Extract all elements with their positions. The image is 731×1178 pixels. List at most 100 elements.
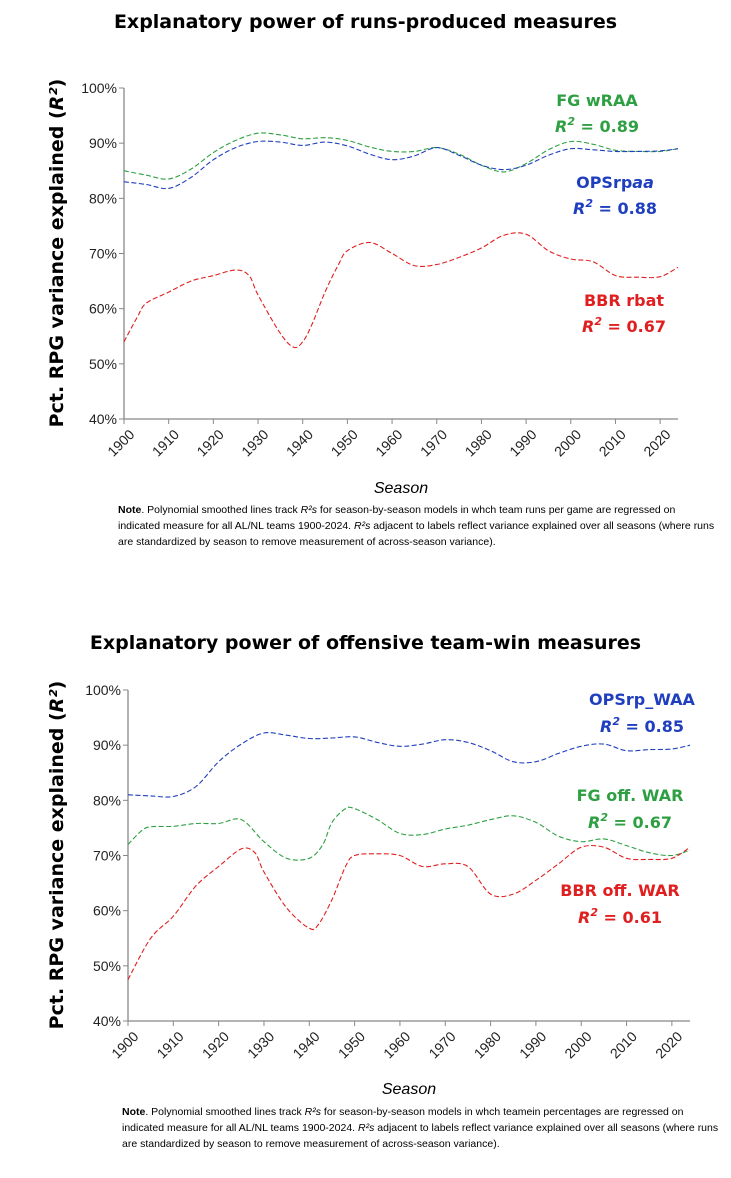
chart-panel-2: Explanatory power of offensive team-win … [0, 590, 731, 1178]
y-tick-label: 60% [93, 903, 121, 919]
series-label-name: BBR off. WAR [560, 881, 680, 900]
y-tick-label: 40% [93, 1013, 121, 1029]
x-tick-label: 1900 [108, 1028, 141, 1061]
series-label-r2: R2 = 0.67 [582, 315, 666, 336]
note-part-1a: . Polynomial smoothed lines track [141, 504, 301, 516]
x-tick-label: 2020 [640, 426, 673, 459]
r2-symbol: R [578, 908, 590, 927]
x-tick-label: 1930 [238, 426, 271, 459]
r2-symbol: R [600, 717, 612, 736]
y-tick-label: 80% [89, 190, 117, 206]
x-tick-label: 1910 [149, 426, 182, 459]
chart-title-1: Explanatory power of runs-produced measu… [113, 11, 618, 33]
series-label-r2: R2 = 0.88 [573, 197, 657, 218]
note-part-2a: . Polynomial smoothed lines track [145, 1106, 305, 1118]
x-tick-label: 2000 [551, 426, 584, 459]
chart-note-2: Note. Polynomial smoothed lines track R²… [122, 1104, 722, 1152]
note-part-2b: for season-by-season models in whch team… [122, 1106, 684, 1134]
note-lead-2: Note [122, 1106, 146, 1118]
x-tick-label: 1960 [372, 426, 405, 459]
y-axis-title-text: Pct. RPG variance explained ( [46, 712, 68, 1029]
x-axis-title: Season [382, 1081, 436, 1098]
r2-value: = 0.88 [593, 199, 657, 218]
r2-value: = 0.67 [602, 317, 666, 336]
y-tick-label: 90% [93, 737, 121, 753]
series-label-r2: R2 = 0.85 [600, 715, 684, 736]
r2-symbol: R [573, 199, 585, 218]
r2-value: = 0.85 [620, 717, 684, 736]
x-tick-label: 1970 [417, 426, 450, 459]
chart-2-svg: 40% 50% 60% 70% 80% 90% 100% 1900 1910 1920 1930 19… [46, 681, 696, 1098]
x-tick-label: 2010 [607, 1028, 640, 1061]
note-r2s-2a: R²s [304, 1106, 322, 1118]
y-axis-title-text: Pct. RPG variance explained ( [46, 110, 68, 427]
note-part-1c: adjacent to labels reflect variance expl… [118, 520, 715, 548]
chart-panel-1: Explanatory power of runs-produced measu… [46, 11, 718, 550]
x-tick-label: 1910 [153, 1028, 186, 1061]
series-label-r2: R2 = 0.67 [588, 811, 672, 832]
series-line-bbr-rbat [123, 232, 679, 349]
series-line-opsrpaa [123, 140, 679, 190]
r2-value: = 0.67 [608, 813, 672, 832]
x-tick-label: 1980 [471, 1028, 504, 1061]
x-tick-label: 2010 [596, 426, 629, 459]
y-axis-title-close: ) [46, 79, 68, 88]
y-axis-title-r2: R² [46, 87, 68, 111]
series-line-fg-off-war [127, 806, 691, 861]
note-r2s-1b: R²s [354, 520, 371, 532]
r2-symbol: R [555, 117, 567, 136]
x-tick-label: 1980 [462, 426, 495, 459]
r2-superscript: 2 [567, 115, 575, 128]
y-tick-label: 70% [89, 246, 117, 262]
y-tick-label: 50% [93, 958, 121, 974]
x-tick-label: 1940 [283, 426, 316, 459]
y-tick-label: 100% [81, 80, 117, 96]
r2-superscript: 2 [590, 906, 598, 919]
r2-superscript: 2 [600, 811, 608, 824]
series-line-bbr-off-war [127, 844, 691, 980]
x-tick-label: 1950 [328, 426, 361, 459]
x-tick-label: 2020 [652, 1028, 685, 1061]
series-label-name: FG wRAA [556, 91, 638, 110]
x-tick-label: 2000 [561, 1028, 594, 1061]
note-lead-1: Note [118, 504, 142, 516]
y-tick-label: 70% [93, 848, 121, 864]
series-label-name: OPSrpaa [576, 173, 654, 192]
x-tick-label: 1950 [335, 1028, 368, 1061]
x-tick-label: 1900 [104, 426, 137, 459]
note-part-2c: adjacent to labels reflect variance expl… [122, 1122, 719, 1150]
y-tick-label: 80% [93, 792, 121, 808]
chart-title-2: Explanatory power of offensive team-win … [89, 632, 642, 654]
x-tick-label: 1930 [244, 1028, 277, 1061]
note-r2s-2b: R²s [358, 1122, 375, 1134]
x-tick-label: 1990 [516, 1028, 549, 1061]
y-tick-label: 60% [89, 301, 117, 317]
series-label-r2: R2 = 0.89 [555, 115, 639, 136]
x-tick-label: 1990 [506, 426, 539, 459]
y-axis-title: Pct. RPG variance explained (R²) [46, 79, 68, 428]
series-label-r2: R2 = 0.61 [578, 906, 662, 927]
x-tick-label: 1920 [193, 426, 226, 459]
x-tick-label: 1970 [425, 1028, 458, 1061]
r2-superscript: 2 [585, 197, 593, 210]
y-axis-title-r2: R² [46, 689, 68, 713]
x-tick-label: 1940 [289, 1028, 322, 1061]
series-label-name: BBR rbat [584, 291, 664, 310]
r2-symbol: R [582, 317, 594, 336]
series-label-name-main: OPSrp [576, 173, 632, 192]
y-tick-label: 90% [89, 135, 117, 151]
chart-1-svg: 40% 50% 60% 70% 80% 90% 100% 1900 1910 1920 1930 19… [46, 79, 679, 497]
y-tick-label: 40% [89, 411, 117, 427]
series-label-name: FG off. WAR [577, 786, 684, 805]
x-tick-label: 1920 [199, 1028, 232, 1061]
y-axis-title: Pct. RPG variance explained (R²) [46, 681, 68, 1030]
y-axis-title-close: ) [46, 681, 68, 690]
r2-superscript: 2 [612, 715, 620, 728]
r2-superscript: 2 [594, 315, 602, 328]
chart-note-1: Note. Polynomial smoothed lines track R²… [118, 502, 718, 550]
series-label-name-italic: aa [632, 173, 654, 192]
series-line-opsrp-waa [127, 732, 691, 798]
r2-value: = 0.89 [575, 117, 639, 136]
note-r2s-1a: R²s [300, 504, 318, 516]
r2-value: = 0.61 [598, 908, 662, 927]
